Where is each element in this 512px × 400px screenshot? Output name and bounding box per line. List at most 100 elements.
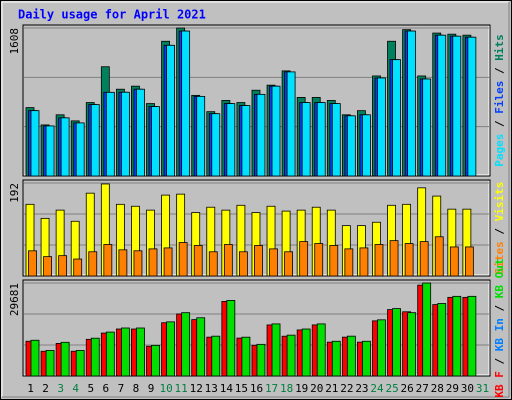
bar [407, 312, 417, 377]
x-tick-label: 31 [476, 382, 489, 395]
legend-separator: / [493, 221, 506, 241]
x-tick-label: 11 [175, 382, 188, 395]
bar [45, 125, 55, 177]
bar [73, 258, 83, 277]
bar [269, 248, 278, 277]
bar [226, 103, 236, 177]
bar [75, 122, 85, 177]
x-tick-label: 17 [265, 382, 278, 395]
x-tick-label: 22 [340, 382, 353, 395]
bar [467, 295, 477, 377]
bar [449, 246, 459, 277]
bar [331, 103, 341, 177]
x-tick-label: 16 [250, 382, 263, 395]
x-tick-label: 14 [220, 382, 234, 395]
bar [226, 300, 236, 377]
x-tick-label: 6 [103, 382, 110, 395]
bar [88, 251, 98, 277]
bar [392, 308, 401, 377]
bar [45, 350, 55, 377]
bar [30, 339, 40, 377]
bar [377, 77, 386, 177]
bar [422, 282, 432, 377]
bar [166, 321, 175, 377]
bar [316, 102, 326, 177]
x-tick-label: 29 [446, 382, 459, 395]
bar [346, 115, 356, 177]
bar [30, 110, 40, 177]
bar [211, 335, 221, 377]
legend-entry: Visits [493, 182, 506, 222]
bar [419, 241, 429, 277]
bar [286, 71, 296, 177]
bar [362, 114, 371, 177]
bar [136, 327, 145, 377]
bar [163, 247, 173, 277]
bar [437, 303, 447, 377]
y-tick-label: 29681 [8, 283, 21, 316]
bar [284, 251, 293, 277]
legend: Sites / Visits [493, 182, 506, 275]
bar [90, 104, 100, 177]
bar [452, 35, 462, 177]
bar [301, 102, 311, 177]
legend-separator: / [493, 351, 506, 371]
bar [346, 335, 356, 377]
bar [136, 88, 145, 177]
bar [464, 246, 474, 277]
x-tick-label: 18 [280, 382, 293, 395]
legend: KB F / KB In / KB Out [493, 258, 506, 397]
bar [299, 241, 309, 277]
bar [331, 340, 341, 377]
legend-entry: Files [493, 81, 506, 114]
legend-entry: Sites [493, 241, 506, 274]
bar [193, 245, 203, 277]
bar [181, 312, 191, 377]
x-tick-label: 28 [431, 382, 444, 395]
bar [254, 245, 263, 277]
bar [151, 344, 160, 377]
bar [374, 244, 384, 277]
bar [437, 34, 447, 177]
bar [316, 323, 326, 377]
bar [467, 36, 477, 177]
bar [120, 327, 130, 377]
y-tick-label: 192 [8, 183, 21, 203]
legend: Pages / Files / Hits [493, 34, 506, 167]
x-tick-label: 3 [57, 382, 64, 395]
x-tick-label: 19 [295, 382, 308, 395]
bar [271, 323, 281, 377]
bar [181, 30, 191, 177]
bar [28, 250, 37, 277]
legend-entry: KB In [493, 318, 506, 351]
x-tick-label: 7 [118, 382, 125, 395]
bar [148, 248, 158, 277]
bar [105, 91, 115, 177]
bar [344, 248, 354, 277]
bar [301, 328, 311, 377]
bar [196, 95, 206, 177]
legend-separator: / [493, 114, 506, 134]
bar [58, 255, 68, 277]
x-tick-label: 8 [133, 382, 140, 395]
bar [452, 295, 462, 377]
bar [241, 105, 251, 177]
bar [407, 30, 417, 177]
bar [120, 91, 130, 177]
legend-entry: Hits [493, 34, 506, 61]
x-tick-label: 20 [310, 382, 323, 395]
bar [60, 117, 70, 177]
x-tick-label: 21 [325, 382, 338, 395]
x-tick-label: 26 [401, 382, 414, 395]
bar [223, 244, 233, 277]
x-tick-label: 5 [87, 382, 94, 395]
bar [256, 343, 266, 377]
bar [359, 247, 369, 277]
x-tick-label: 2 [42, 382, 49, 395]
bar [377, 319, 386, 377]
chart-title: Daily usage for April 2021 [18, 8, 206, 22]
bar [241, 336, 251, 377]
x-tick-label: 4 [72, 382, 79, 395]
bar [105, 331, 115, 377]
y-tick-label: 1608 [8, 28, 21, 55]
